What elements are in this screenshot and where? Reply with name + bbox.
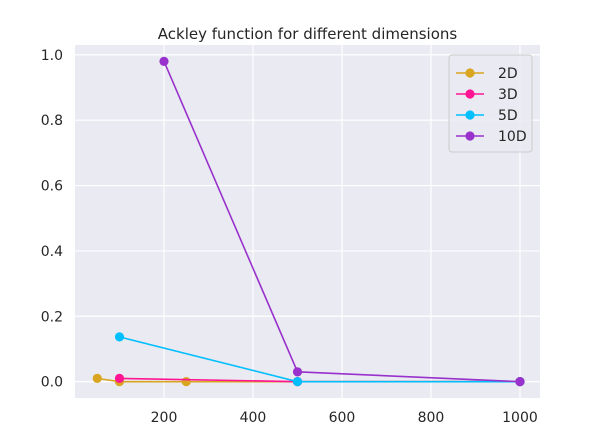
legend-marker	[465, 131, 475, 141]
series-group	[92, 56, 525, 387]
y-tick-label: 0.0	[41, 375, 63, 391]
y-tick-label: 0.6	[41, 179, 63, 195]
legend-box	[448, 54, 533, 153]
y-tick-label: 1.0	[41, 48, 63, 64]
data-point	[159, 56, 169, 66]
data-point	[114, 332, 125, 342]
x-tick-label: 400	[240, 410, 267, 426]
x-tick-label: 800	[418, 410, 445, 426]
x-tick-label: 200	[151, 410, 178, 426]
legend-item-5d: 5D	[456, 108, 518, 124]
series-10d	[159, 56, 525, 387]
legend-label: 2D	[498, 66, 518, 82]
x-tick-label: 1000	[502, 410, 538, 426]
data-point	[114, 373, 125, 383]
x-tick-labels: 200 400 600 800 1000	[151, 410, 538, 426]
legend-item-3d: 3D	[456, 87, 518, 103]
legend-item-10d: 10D	[456, 129, 527, 145]
legend-marker	[465, 89, 475, 99]
legend: 2D 3D 5D 10D	[448, 54, 533, 153]
data-point	[292, 367, 303, 377]
legend-marker	[465, 110, 475, 120]
legend-item-2d: 2D	[456, 66, 518, 82]
data-point	[181, 377, 191, 387]
legend-label: 3D	[498, 87, 518, 103]
data-point	[515, 377, 525, 387]
legend-label: 10D	[498, 129, 527, 145]
data-point	[292, 377, 303, 387]
legend-label: 5D	[498, 108, 518, 124]
x-tick-label: 600	[329, 410, 356, 426]
y-tick-label: 0.8	[41, 113, 63, 129]
data-point	[92, 373, 102, 383]
chart-title: Ackley function for different dimensions	[158, 25, 458, 43]
y-tick-label: 0.2	[41, 309, 63, 325]
y-tick-label: 0.4	[41, 244, 63, 260]
y-tick-labels: 0.0 0.2 0.4 0.6 0.8 1.0	[41, 48, 63, 391]
legend-marker	[465, 68, 475, 78]
